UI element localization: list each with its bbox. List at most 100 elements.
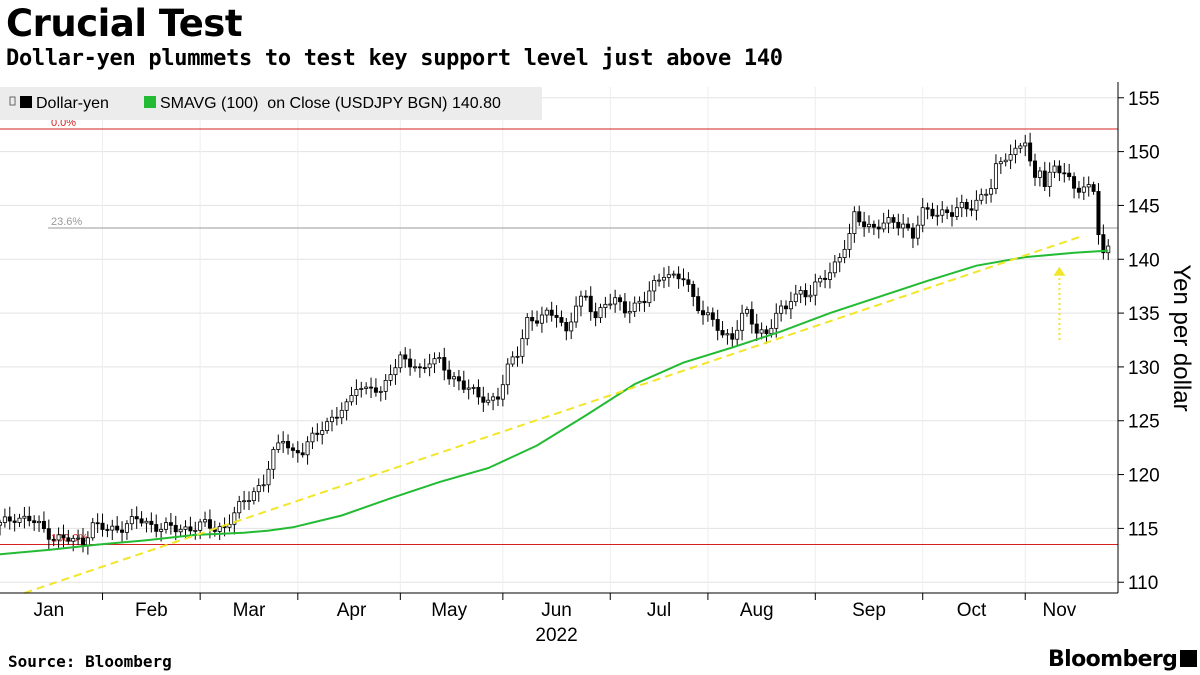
y-tick-label: 145 [1128,196,1160,217]
candle-body [276,442,281,450]
candle-body [32,520,37,524]
candle-body [237,501,242,514]
candle-body [530,317,535,322]
candle-body [310,432,315,443]
candle-body [66,537,71,542]
candle-body [329,416,334,423]
candle-body [349,395,354,403]
candle-body [315,432,320,435]
candle-body [1037,170,1042,178]
y-axis-title: Yen per dollar [1168,264,1195,411]
candle-body [154,524,159,532]
candle-body [583,295,588,298]
candle-body [56,534,61,541]
candle-body [198,521,203,531]
candle-body [681,278,686,281]
candle-body [178,528,183,533]
candle-body [495,396,500,400]
candle-body [115,525,120,531]
candle-body [417,366,422,369]
candle-body [193,529,198,532]
candle-body [647,290,652,304]
smavg-line [0,249,1109,556]
candle-body [857,211,862,223]
candle-body [242,500,247,503]
candle-body [886,217,891,224]
candle-body [227,523,232,528]
candle-body [827,272,832,280]
candle-body [266,468,271,486]
bloomberg-logo: Bloomberg [1048,647,1178,672]
candle-body [759,329,764,334]
candle-body [500,384,505,400]
candle-body [447,369,452,380]
candle-body [1076,187,1081,193]
candle-body [1067,172,1072,177]
candle-body [798,290,803,295]
candle-body [1023,142,1028,147]
candle-body [159,528,164,532]
candle-body [784,305,789,310]
candle-body [774,312,779,329]
candle-body [476,387,481,398]
candle-body [964,201,969,210]
candle-body [471,387,476,389]
candle-body [891,217,896,223]
fib-level-label: 23.6% [51,216,82,228]
candle-body [676,273,681,280]
x-year-label: 2022 [535,625,577,646]
candle-body [51,538,56,541]
candle-body [90,522,95,539]
x-tick-label: Jan [34,600,65,621]
candle-body [412,366,417,369]
candle-body [129,516,134,525]
candle-body [17,517,22,523]
candle-body [847,233,852,250]
candle-body [452,376,457,380]
support-arrow-head [1053,266,1066,276]
candle-body [27,515,32,522]
y-tick-label: 115 [1128,519,1158,540]
candle-body [701,310,706,316]
candle-body [837,257,842,263]
candle-body [764,329,769,334]
candle-body [105,529,110,531]
candle-body [642,300,647,304]
candle-body [788,301,793,310]
candle-body [989,188,994,195]
support-trendline [24,234,1085,594]
candle-body [515,355,520,358]
legend-label-smavg: SMAVG (100) on Close (USDJPY BGN) 140.80 [160,95,501,112]
candle-body [622,301,627,314]
candle-body [1052,165,1057,173]
candle-body [823,277,828,280]
candle-body [7,516,12,522]
candle-body [852,211,857,234]
candle-body [959,201,964,209]
candle-body [593,311,598,319]
candle-body [80,537,85,546]
x-tick-label: Jul [647,600,671,621]
candle-body [373,387,378,393]
candle-body [735,329,740,340]
source-note: Source: Bloomberg [8,652,172,671]
candle-body [2,516,7,523]
candle-body [671,273,676,276]
candle-body [124,523,129,533]
candle-body [203,519,208,523]
candle-body [0,522,3,526]
candle-body [906,223,911,229]
candle-body [1091,184,1096,192]
candle-body [867,223,872,228]
candle-body [168,522,173,526]
candle-body [803,290,808,298]
legend-label-dollar-yen: Dollar-yen [36,95,109,112]
candle-body [618,297,623,303]
candle-body [422,367,427,369]
legend-expand-icon[interactable] [9,96,16,106]
candle-body [22,515,27,519]
legend-box [0,87,542,120]
candle-body [217,526,222,532]
candle-body [1008,154,1013,161]
candle-body [539,314,544,324]
